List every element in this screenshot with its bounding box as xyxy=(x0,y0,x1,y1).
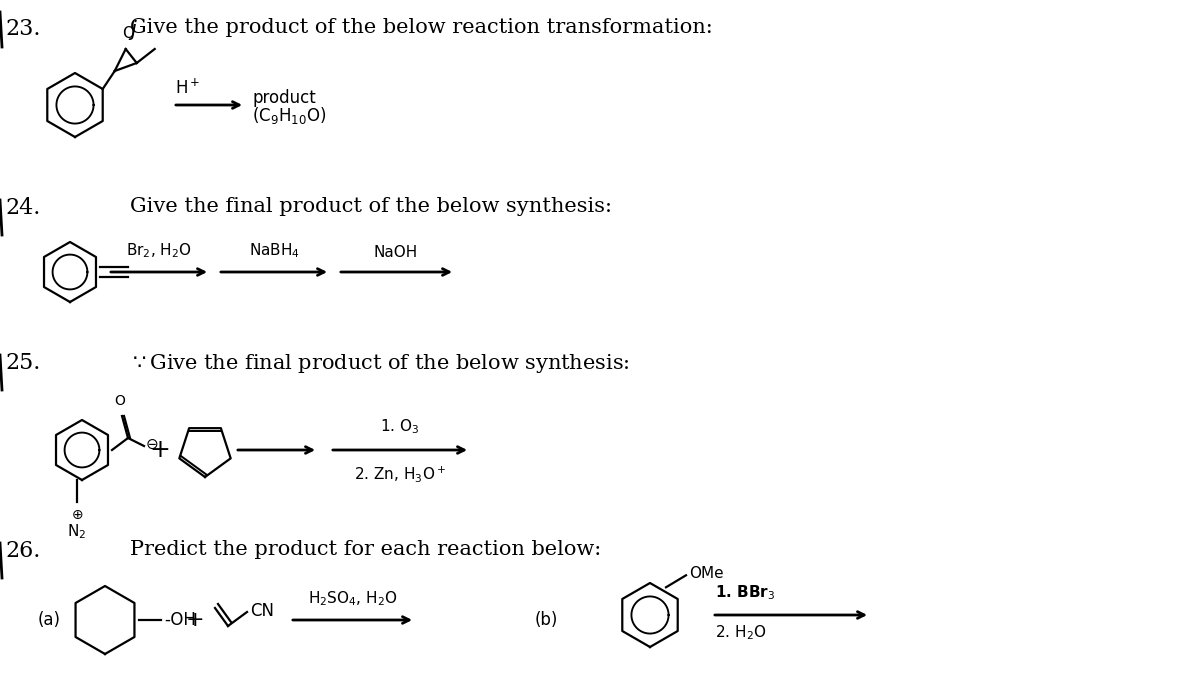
Text: +: + xyxy=(186,610,204,630)
Text: +: + xyxy=(150,438,170,462)
Text: $\it{j}$: $\it{j}$ xyxy=(128,18,138,42)
Text: 23.: 23. xyxy=(5,18,41,40)
Text: H$^+$: H$^+$ xyxy=(175,78,200,98)
Text: H$_2$SO$_4$, H$_2$O: H$_2$SO$_4$, H$_2$O xyxy=(308,589,398,608)
Text: (b): (b) xyxy=(535,611,558,629)
Text: (a): (a) xyxy=(38,611,61,629)
Text: N$_2$: N$_2$ xyxy=(67,522,86,540)
Text: 2. Zn, H$_3$O$^+$: 2. Zn, H$_3$O$^+$ xyxy=(354,464,446,484)
Text: $\because$Give the final product of the below synthesis:: $\because$Give the final product of the … xyxy=(128,352,630,375)
Text: $\ominus$: $\ominus$ xyxy=(145,437,158,452)
Text: (C$_9$H$_{10}$O): (C$_9$H$_{10}$O) xyxy=(252,105,326,126)
Text: NaBH$_4$: NaBH$_4$ xyxy=(248,241,300,260)
Text: NaOH: NaOH xyxy=(374,245,418,260)
Text: product: product xyxy=(252,89,316,107)
Text: O: O xyxy=(121,26,133,41)
Text: 1. BBr$_3$: 1. BBr$_3$ xyxy=(715,584,775,602)
Text: CN: CN xyxy=(250,602,274,620)
Text: Give the final product of the below synthesis:: Give the final product of the below synt… xyxy=(130,197,612,216)
Text: -OH: -OH xyxy=(164,611,196,629)
Text: Predict the product for each reaction below:: Predict the product for each reaction be… xyxy=(130,540,601,559)
Text: 25.: 25. xyxy=(5,352,41,374)
Text: 1. O$_3$: 1. O$_3$ xyxy=(380,418,420,436)
Text: O: O xyxy=(114,394,126,408)
Text: 2. H$_2$O: 2. H$_2$O xyxy=(715,623,767,642)
Text: Give the product of the below reaction transformation:: Give the product of the below reaction t… xyxy=(130,18,713,37)
Text: OMe: OMe xyxy=(689,566,724,581)
Text: 24.: 24. xyxy=(5,197,41,219)
Text: 26.: 26. xyxy=(5,540,41,562)
Text: Br$_2$, H$_2$O: Br$_2$, H$_2$O xyxy=(126,241,192,260)
Text: $\oplus$: $\oplus$ xyxy=(71,508,83,522)
